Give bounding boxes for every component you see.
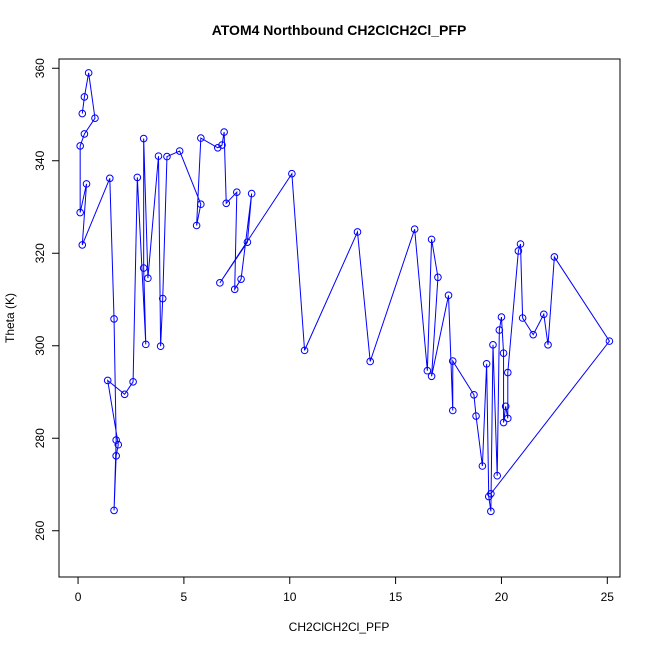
data-point [220,128,228,136]
x-tick-label: 5 [181,590,188,604]
data-point [497,313,506,321]
data-point [78,109,87,118]
x-tick-label: 20 [495,590,509,604]
x-axis-label: CH2ClCH2Cl_PFP [289,620,390,634]
data-point [114,440,123,449]
data-point [300,346,309,355]
data-point [353,228,362,236]
data-point [82,180,91,188]
data-point [444,291,453,300]
data-point [112,436,120,444]
data-point [112,452,120,460]
data-point [91,114,99,122]
y-tick-label: 280 [33,428,47,448]
data-point [216,279,224,287]
data-point [139,134,148,143]
data-point [78,241,87,249]
data-point [448,406,457,415]
data-point [470,390,478,399]
data-point [495,326,504,334]
data-point [222,199,231,208]
data-point [76,142,84,150]
data-point [218,141,226,149]
data-point [518,314,527,322]
x-axis: 0 5 10 15 20 25 [75,576,615,604]
data-point [233,188,241,196]
data-point [605,337,614,345]
data-point [192,221,201,230]
data-point [139,264,148,272]
data-point [129,378,137,386]
y-tick-label: 320 [33,243,47,263]
data-point [410,225,419,233]
series-line [79,72,611,512]
data-point [472,412,480,420]
x-tick-label: 10 [283,590,297,604]
data-point [288,169,296,178]
data-point [237,275,245,283]
y-tick-label: 260 [33,520,47,540]
data-point [366,357,374,366]
data-point [423,366,432,375]
data-point [84,69,93,77]
data-point [154,152,163,160]
series-layer [76,69,614,516]
data-point [499,349,508,357]
data-point [504,368,512,377]
data-point [434,273,442,282]
data-point [504,414,512,423]
x-tick-label: 15 [389,590,403,604]
data-point [120,390,129,399]
data-point [144,274,152,283]
data-point [539,310,548,319]
data-point [550,253,559,261]
data-point [103,376,112,385]
y-tick-label: 340 [33,150,47,170]
data-point [158,294,167,303]
data-point [501,402,510,411]
data-point [489,341,497,349]
data-point [499,418,508,427]
data-point [544,341,552,349]
data-point [175,147,184,155]
data-point [106,174,114,183]
y-tick-label: 300 [33,335,47,355]
data-point [141,340,150,349]
data-point [197,200,205,209]
data-point [514,247,523,255]
data-point [529,330,538,339]
data-point [493,471,502,480]
data-point [76,208,84,217]
data-point [163,152,171,161]
data-point [110,506,118,515]
data-point [427,235,436,244]
data-point [247,189,256,198]
data-point [487,507,495,516]
x-tick-label: 25 [601,590,615,604]
y-axis-label: Theta (K) [3,293,17,343]
y-axis: 260 280 300 320 340 360 [33,58,60,541]
data-point [80,93,89,101]
data-point [230,285,239,294]
data-point [243,238,252,246]
data-point [478,462,487,470]
data-point [427,372,436,381]
data-point [133,173,142,182]
x-tick-label: 0 [75,590,82,604]
y-tick-label: 360 [33,58,47,78]
data-point [487,489,495,498]
data-point [156,342,165,351]
data-point [110,315,118,323]
data-point [448,357,457,365]
chart-title: ATOM4 Northbound CH2ClCH2Cl_PFP [212,22,467,38]
data-point [482,359,491,368]
data-point [516,240,525,248]
data-point [80,130,89,138]
data-point [197,134,205,142]
